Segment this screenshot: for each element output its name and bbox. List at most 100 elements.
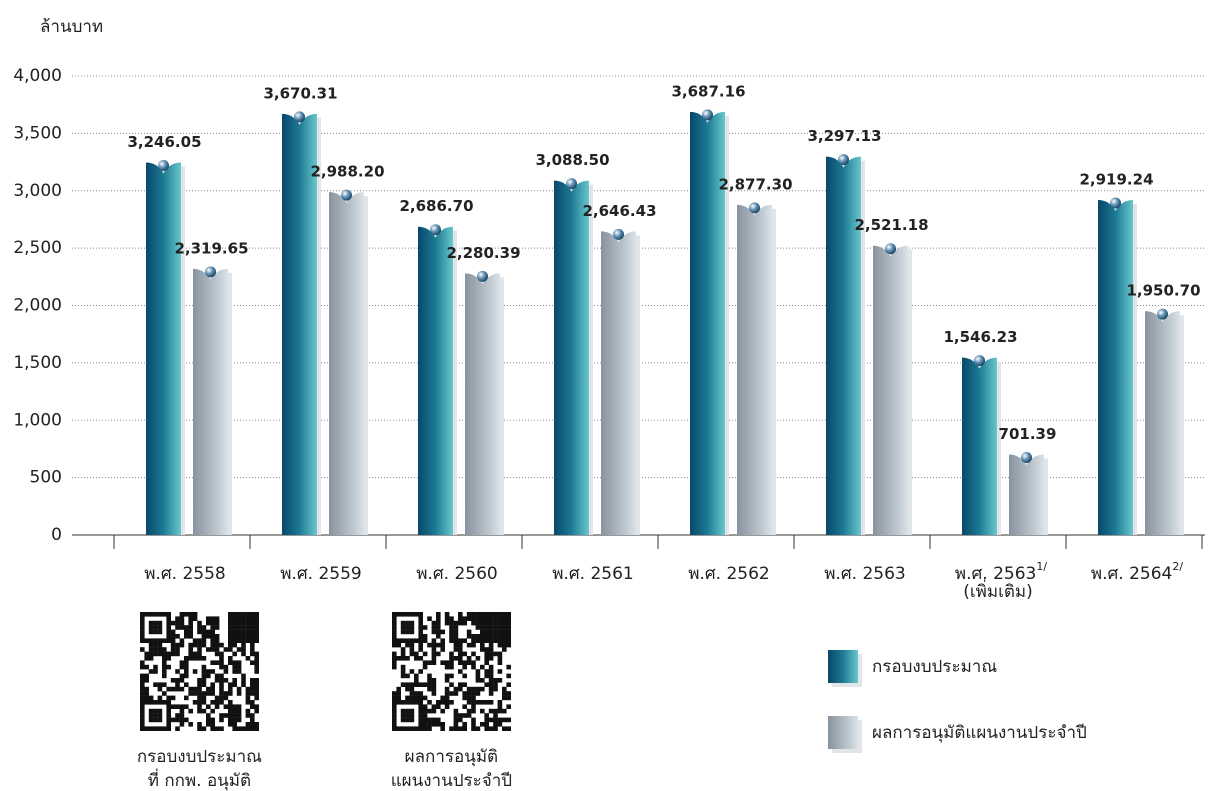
qr-module — [232, 660, 237, 665]
qr-module — [436, 651, 441, 657]
qr-module — [392, 616, 397, 621]
y-tick-label: 2,500 — [13, 238, 62, 258]
qr-module — [392, 708, 397, 714]
qr-module — [201, 673, 207, 679]
qr-module — [488, 634, 494, 639]
qr-module — [228, 647, 233, 652]
qr-module — [506, 625, 511, 630]
qr-module — [214, 647, 220, 652]
qr-module — [140, 691, 145, 696]
x-tick-text: พ.ศ. 2563 — [824, 564, 905, 584]
qr-module — [418, 695, 423, 701]
qr-module — [405, 686, 410, 692]
qr-module — [400, 708, 406, 714]
qr-module — [414, 691, 419, 696]
qr-module — [466, 629, 472, 635]
qr-module — [140, 708, 145, 714]
qr-module — [471, 695, 476, 701]
qr-module — [466, 713, 472, 718]
qr-module — [175, 642, 180, 648]
qr-module — [396, 691, 401, 696]
qr-module — [409, 717, 415, 723]
qr-module — [440, 647, 445, 652]
qr-module — [140, 700, 145, 705]
qr-module — [409, 686, 415, 692]
qr-module — [206, 669, 211, 674]
qr-module — [392, 660, 397, 665]
qr-module — [140, 634, 145, 639]
qr-module — [254, 664, 259, 670]
qr-module — [144, 695, 149, 701]
qr-module — [223, 664, 229, 670]
qr-module — [471, 620, 476, 626]
qr-module — [484, 673, 489, 679]
qr-module — [414, 656, 419, 661]
qr-module — [254, 656, 259, 661]
qr-module — [188, 612, 193, 617]
qr-module — [427, 722, 432, 727]
qr-module — [179, 660, 185, 665]
qr-module — [144, 700, 149, 705]
qr-module — [144, 638, 149, 643]
qr-module — [179, 704, 185, 709]
qr-module — [506, 629, 511, 635]
qr-module — [462, 620, 467, 626]
qr-module — [436, 612, 441, 617]
qr-module — [458, 651, 463, 657]
qr-module — [502, 691, 507, 696]
qr-module — [192, 651, 198, 657]
y-tick-label: 1,500 — [13, 353, 62, 373]
qr-module — [175, 634, 180, 639]
qr-module — [418, 722, 423, 727]
qr-module — [206, 673, 211, 679]
qr-module — [144, 612, 149, 617]
qr-module — [228, 625, 233, 630]
qr-module — [405, 717, 410, 723]
qr-module — [153, 700, 158, 705]
qr-module — [502, 620, 507, 626]
qr-module — [236, 691, 242, 696]
qr-module — [436, 634, 441, 639]
qr-module — [241, 612, 246, 617]
qr-module — [502, 616, 507, 621]
legend-label: กรอบงบประมาณ — [872, 657, 997, 677]
qr-module — [471, 700, 476, 705]
qr-module — [157, 638, 163, 643]
qr-module — [254, 660, 259, 665]
qr-module — [493, 686, 498, 692]
x-tick-text: พ.ศ. 2560 — [416, 564, 497, 584]
qr-module — [453, 708, 459, 714]
qr-module — [392, 664, 397, 670]
qr-module — [453, 717, 459, 723]
qr-module — [422, 682, 428, 687]
qr-module — [214, 660, 220, 665]
qr-module — [405, 625, 410, 630]
qr-module — [236, 638, 242, 643]
qr-module — [427, 686, 432, 692]
qr-module — [219, 726, 224, 731]
qr-module — [409, 691, 415, 696]
qr-module — [140, 620, 145, 626]
bar — [601, 231, 636, 536]
qr-module — [210, 634, 215, 639]
qr-module — [144, 651, 149, 657]
qr-module — [431, 647, 437, 652]
qr-module — [458, 713, 463, 718]
y-tick-label: 3,000 — [13, 181, 62, 201]
qr-module — [453, 656, 459, 661]
qr-module — [484, 651, 489, 657]
qr-module — [175, 669, 180, 674]
qr-module — [241, 682, 246, 687]
qr-module — [197, 642, 202, 648]
qr-module — [462, 660, 467, 665]
qr-module — [179, 625, 185, 630]
qr-module — [431, 708, 437, 714]
qr-module — [497, 651, 503, 657]
qr-module — [497, 722, 503, 727]
qr-module — [409, 651, 415, 657]
qr-module — [453, 647, 459, 652]
qr-module — [254, 620, 259, 626]
qr-module — [219, 660, 224, 665]
x-tick-text: พ.ศ. 2559 — [280, 564, 361, 584]
